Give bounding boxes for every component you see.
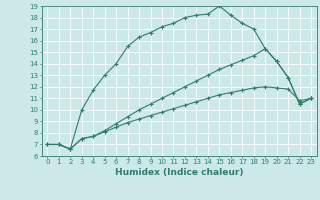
X-axis label: Humidex (Indice chaleur): Humidex (Indice chaleur) bbox=[115, 168, 244, 177]
